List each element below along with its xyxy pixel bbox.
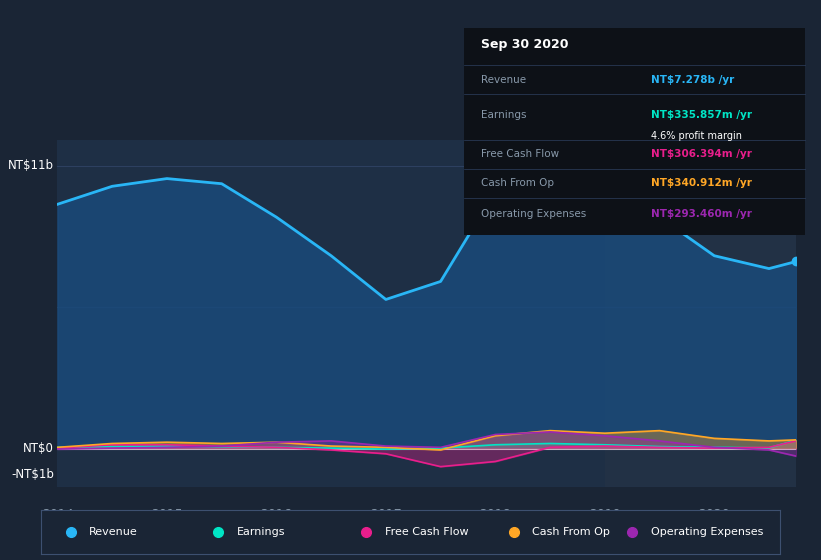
Text: 2018: 2018 bbox=[479, 508, 511, 521]
Text: Sep 30 2020: Sep 30 2020 bbox=[481, 38, 568, 52]
Text: 2019: 2019 bbox=[589, 508, 621, 521]
Text: Operating Expenses: Operating Expenses bbox=[651, 527, 763, 537]
Text: 4.6% profit margin: 4.6% profit margin bbox=[651, 130, 742, 141]
Text: 2020: 2020 bbox=[699, 508, 730, 521]
Text: NT$11b: NT$11b bbox=[7, 159, 54, 172]
Text: Free Cash Flow: Free Cash Flow bbox=[481, 150, 559, 160]
Text: 2014: 2014 bbox=[42, 508, 73, 521]
Text: Revenue: Revenue bbox=[481, 75, 526, 85]
Text: 2017: 2017 bbox=[370, 508, 401, 521]
Text: Revenue: Revenue bbox=[89, 527, 138, 537]
Text: Earnings: Earnings bbox=[481, 110, 526, 120]
Text: NT$293.460m /yr: NT$293.460m /yr bbox=[651, 209, 752, 220]
Text: 2015: 2015 bbox=[151, 508, 183, 521]
Text: NT$7.278b /yr: NT$7.278b /yr bbox=[651, 75, 735, 85]
Text: Free Cash Flow: Free Cash Flow bbox=[385, 527, 468, 537]
Text: NT$340.912m /yr: NT$340.912m /yr bbox=[651, 179, 752, 188]
Text: Cash From Op: Cash From Op bbox=[533, 527, 610, 537]
Text: Operating Expenses: Operating Expenses bbox=[481, 209, 586, 220]
Text: NT$335.857m /yr: NT$335.857m /yr bbox=[651, 110, 752, 120]
Text: NT$0: NT$0 bbox=[23, 442, 54, 455]
Text: Cash From Op: Cash From Op bbox=[481, 179, 554, 188]
Text: -NT$1b: -NT$1b bbox=[11, 468, 54, 481]
Text: Earnings: Earnings bbox=[237, 527, 286, 537]
Text: 2016: 2016 bbox=[260, 508, 292, 521]
Bar bbox=[605, 140, 796, 487]
Text: NT$306.394m /yr: NT$306.394m /yr bbox=[651, 150, 752, 160]
